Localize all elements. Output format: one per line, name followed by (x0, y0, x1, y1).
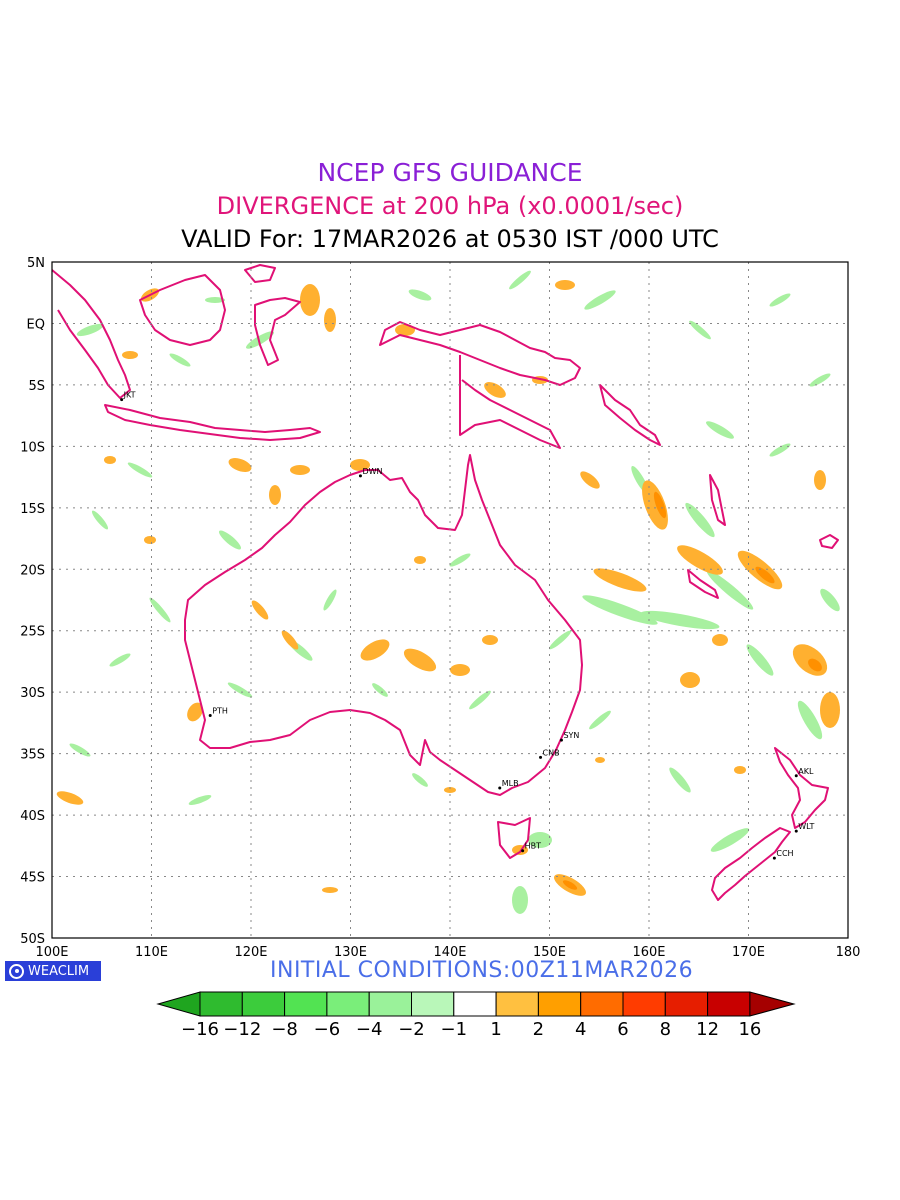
legend-swatch (326, 991, 370, 1017)
city-label: MLB (502, 779, 519, 788)
city-dot (521, 849, 525, 853)
legend-label: 1 (490, 1019, 501, 1040)
legend-label: −12 (223, 1019, 261, 1040)
city-dot (539, 755, 543, 759)
legend-label: −6 (314, 1019, 341, 1040)
legend-swatch (241, 991, 286, 1017)
city-label: CNB (543, 748, 560, 757)
legend-swatch (622, 991, 666, 1017)
city-label: HBT (525, 842, 542, 851)
legend-label: 2 (533, 1019, 544, 1040)
city-dot (772, 856, 776, 860)
city-dot (559, 738, 563, 742)
legend-swatch (495, 991, 539, 1017)
color-legend: −16 −12 −8 −6 −4 −2 −1 1 2 4 6 8 12 16 (156, 991, 796, 1040)
lat-tick-label: 45S (20, 871, 45, 886)
legend-label: −16 (181, 1019, 219, 1040)
legend-swatch (453, 991, 497, 1017)
legend-swatch (537, 991, 582, 1017)
lon-tick-label: 120E (234, 945, 267, 960)
initial-conditions: INITIAL CONDITIONS:00Z11MAR2026 (270, 958, 694, 983)
divergence-map: 100E 110E 120E 130E 140E 150E 160E 170E 180 5N EQ… (20, 256, 860, 1040)
lon-tick-label: 180 (836, 945, 861, 960)
lat-tick-label: 30S (20, 686, 45, 701)
lon-tick-label: 170E (732, 945, 765, 960)
legend-arrow-low (156, 991, 201, 1017)
lon-tick-label: 150E (533, 945, 566, 960)
legend-label: 16 (738, 1019, 761, 1040)
legend-label: 8 (660, 1019, 671, 1040)
logo-ring-icon (9, 963, 24, 979)
lat-tick-label: 35S (20, 748, 45, 763)
lat-tick-label: 15S (20, 502, 45, 517)
weaclim-logo: WEACLIM (5, 961, 101, 981)
legend-swatch (411, 991, 455, 1017)
legend-label: −4 (356, 1019, 383, 1040)
lon-tick-label: 140E (433, 945, 466, 960)
lat-tick-label: EQ (27, 317, 45, 332)
lat-tick-label: 5S (28, 379, 45, 394)
legend-swatch (580, 991, 624, 1017)
city-label: CCH (776, 849, 793, 858)
legend-label: −2 (398, 1019, 425, 1040)
lat-tick-label: 10S (20, 440, 45, 455)
legend-label: −8 (271, 1019, 298, 1040)
city-label: PTH (212, 707, 228, 716)
divergence-field (56, 270, 840, 914)
city-dot (358, 474, 362, 478)
city-dot (794, 829, 798, 833)
valid-time: VALID For: 17MAR2026 at 0530 IST /000 UT… (181, 225, 719, 253)
legend-swatch (199, 991, 243, 1017)
city-dot (120, 398, 124, 402)
legend-swatch (707, 991, 751, 1017)
lat-tick-label: 20S (20, 563, 45, 578)
legend-label: −1 (441, 1019, 468, 1040)
lat-tick-label: 5N (27, 256, 45, 271)
map-title: NCEP GFS GUIDANCE (317, 158, 583, 187)
city-dot (794, 774, 798, 778)
city-label: AKL (798, 767, 814, 776)
legend-swatch (368, 991, 413, 1017)
lat-tick-label: 25S (20, 625, 45, 640)
legend-arrow-high (749, 991, 796, 1017)
lat-tick-label: 50S (20, 932, 45, 947)
coastlines (52, 264, 839, 901)
latitude-labels: 5N EQ 5S 10S 15S 20S 25S 30S 35S 40S 45S 50S (20, 256, 45, 947)
city-dot (208, 714, 212, 718)
lon-tick-label: 130E (334, 945, 367, 960)
legend-label: 6 (617, 1019, 628, 1040)
map-subtitle: DIVERGENCE at 200 hPa (x0.0001/sec) (216, 192, 684, 220)
lat-lon-grid (52, 262, 848, 938)
city-label: DWN (362, 467, 382, 476)
city-label: SYN (563, 731, 579, 740)
city-label: JKT (123, 391, 136, 400)
lat-tick-label: 40S (20, 809, 45, 824)
brand-label: WEACLIM (28, 963, 90, 979)
city-dot (498, 786, 502, 790)
legend-label: 4 (575, 1019, 586, 1040)
lon-tick-label: 160E (632, 945, 665, 960)
legend-label: 12 (696, 1019, 719, 1040)
lon-tick-label: 100E (35, 945, 68, 960)
map-frame (51, 261, 849, 939)
legend-swatch (664, 991, 709, 1017)
legend-swatch (284, 991, 328, 1017)
longitude-labels: 100E 110E 120E 130E 140E 150E 160E 170E 180 (35, 945, 860, 960)
city-label: WLT (798, 822, 814, 831)
lon-tick-label: 110E (135, 945, 168, 960)
